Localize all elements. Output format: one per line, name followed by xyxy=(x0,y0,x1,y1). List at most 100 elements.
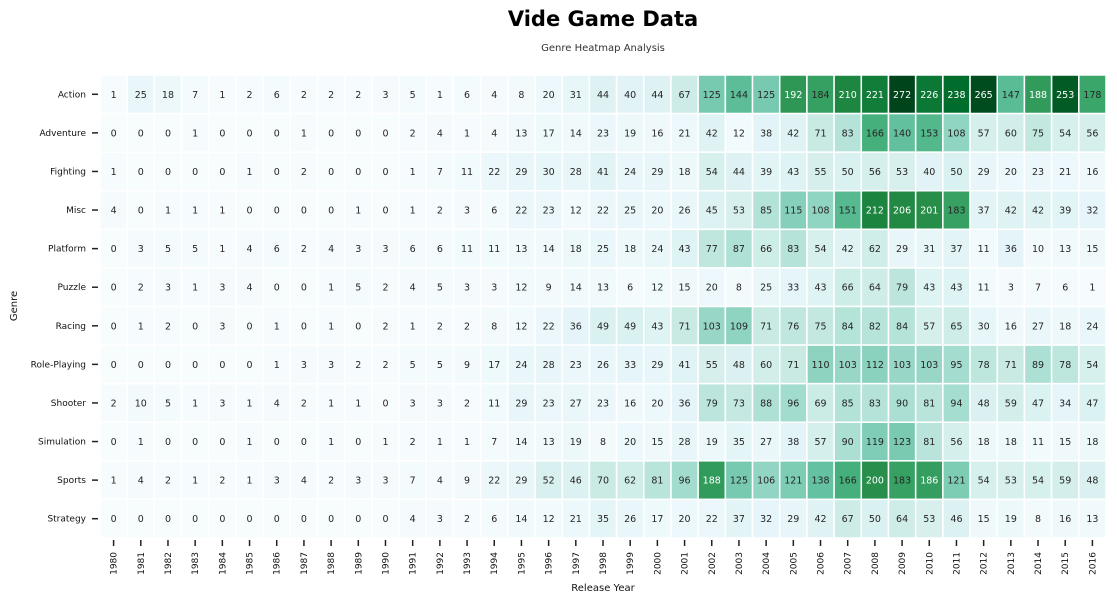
cell-value-label: 151 xyxy=(839,206,857,217)
heatmap-cell xyxy=(914,74,944,115)
cell-value-label: 0 xyxy=(165,167,171,178)
cell-value-label: 26 xyxy=(624,514,636,525)
heatmap-cell xyxy=(942,267,971,308)
cell-value-label: 0 xyxy=(301,437,307,448)
heatmap-cell xyxy=(1050,112,1080,153)
heatmap-cell xyxy=(969,228,998,269)
cell-value-label: 60 xyxy=(760,360,772,371)
cell-value-label: 119 xyxy=(866,437,884,448)
heatmap-cell xyxy=(289,74,319,115)
cell-value-label: 0 xyxy=(301,206,307,217)
x-axis-label: Release Year xyxy=(571,583,635,594)
heatmap-cell xyxy=(208,305,237,346)
heatmap-cell xyxy=(452,151,482,192)
cell-value-label: 10 xyxy=(135,398,147,409)
x-tick-label: 2014 xyxy=(1034,552,1044,575)
cell-value-label: 123 xyxy=(893,437,911,448)
cell-value-label: 22 xyxy=(488,476,500,487)
cell-value-label: 5 xyxy=(437,360,443,371)
cell-value-label: 18 xyxy=(570,244,582,255)
heatmap-cell xyxy=(262,305,292,346)
cell-value-label: 29 xyxy=(787,514,799,525)
cell-value-label: 43 xyxy=(651,321,663,332)
cell-value-label: 4 xyxy=(410,514,416,525)
cell-value-label: 41 xyxy=(679,360,691,371)
heatmap-cell xyxy=(887,305,917,346)
cell-value-label: 41 xyxy=(597,167,609,178)
cell-value-label: 4 xyxy=(111,206,117,217)
cell-value-label: 50 xyxy=(842,167,854,178)
cell-value-label: 5 xyxy=(355,283,361,294)
heatmap-cell xyxy=(289,151,319,192)
cell-value-label: 7 xyxy=(192,90,198,101)
heatmap-cell xyxy=(452,498,482,539)
cell-value-label: 81 xyxy=(923,437,935,448)
cell-value-label: 8 xyxy=(1035,514,1041,525)
cell-value-label: 8 xyxy=(491,321,497,332)
cell-value-label: 0 xyxy=(219,128,225,139)
cell-value-label: 108 xyxy=(811,206,829,217)
heatmap-cell xyxy=(1050,460,1080,501)
cell-value-label: 15 xyxy=(679,283,691,294)
cell-value-label: 1 xyxy=(219,206,225,217)
cell-value-label: 39 xyxy=(760,167,772,178)
heatmap-cell xyxy=(778,267,808,308)
heatmap-cell xyxy=(153,305,183,346)
heatmap-cell xyxy=(289,460,319,501)
heatmap-cell xyxy=(860,74,890,115)
cell-value-label: 20 xyxy=(679,514,691,525)
heatmap-cell xyxy=(425,228,455,269)
cell-value-label: 90 xyxy=(896,398,908,409)
cell-value-label: 0 xyxy=(138,167,144,178)
heatmap-cell xyxy=(398,74,428,115)
cell-value-label: 0 xyxy=(247,360,253,371)
heatmap-cell xyxy=(724,112,754,153)
cell-value-label: 18 xyxy=(624,244,636,255)
y-tick-label: Adventure xyxy=(39,129,86,139)
heatmap-cell xyxy=(615,382,645,423)
cell-value-label: 15 xyxy=(651,437,663,448)
heatmap-cell xyxy=(235,267,264,308)
cell-value-label: 1 xyxy=(328,398,334,409)
cell-value-label: 0 xyxy=(301,283,307,294)
cell-value-label: 1 xyxy=(138,321,144,332)
x-tick-label: 1993 xyxy=(463,552,473,575)
cell-value-label: 1 xyxy=(410,206,416,217)
cell-value-label: 35 xyxy=(597,514,609,525)
cell-value-label: 20 xyxy=(624,437,636,448)
cell-value-label: 13 xyxy=(543,437,555,448)
cell-value-label: 78 xyxy=(1059,360,1071,371)
x-tick-label: 2004 xyxy=(762,552,772,575)
cell-value-label: 112 xyxy=(866,360,884,371)
y-tick-label: Puzzle xyxy=(58,283,87,293)
heatmap-cell xyxy=(969,498,998,539)
cell-value-label: 0 xyxy=(247,514,253,525)
cell-value-label: 4 xyxy=(274,398,280,409)
heatmap-cell xyxy=(507,344,536,385)
cell-value-label: 186 xyxy=(920,476,938,487)
cell-value-label: 54 xyxy=(814,244,826,255)
cell-value-label: 192 xyxy=(784,90,802,101)
y-tick-label: Sports xyxy=(57,476,86,486)
heatmap-cell xyxy=(806,460,835,501)
cell-value-label: 13 xyxy=(515,244,527,255)
cell-value-label: 16 xyxy=(624,398,636,409)
cell-value-label: 115 xyxy=(784,206,802,217)
heatmap-cell xyxy=(371,498,400,539)
cell-value-label: 48 xyxy=(1086,476,1098,487)
cell-value-label: 178 xyxy=(1083,90,1101,101)
cell-value-label: 23 xyxy=(543,398,555,409)
cell-value-label: 27 xyxy=(570,398,582,409)
heatmap-cell xyxy=(996,190,1026,231)
heatmap-cell xyxy=(153,267,183,308)
cell-value-label: 0 xyxy=(111,128,117,139)
cell-value-label: 0 xyxy=(382,398,388,409)
heatmap-cell xyxy=(289,112,319,153)
x-tick-label: 1982 xyxy=(164,552,174,575)
cell-value-label: 0 xyxy=(328,206,334,217)
cell-value-label: 2 xyxy=(464,398,470,409)
cell-value-label: 12 xyxy=(515,321,527,332)
cell-value-label: 19 xyxy=(570,437,582,448)
cell-value-label: 11 xyxy=(978,283,990,294)
heatmap-cell xyxy=(452,228,482,269)
